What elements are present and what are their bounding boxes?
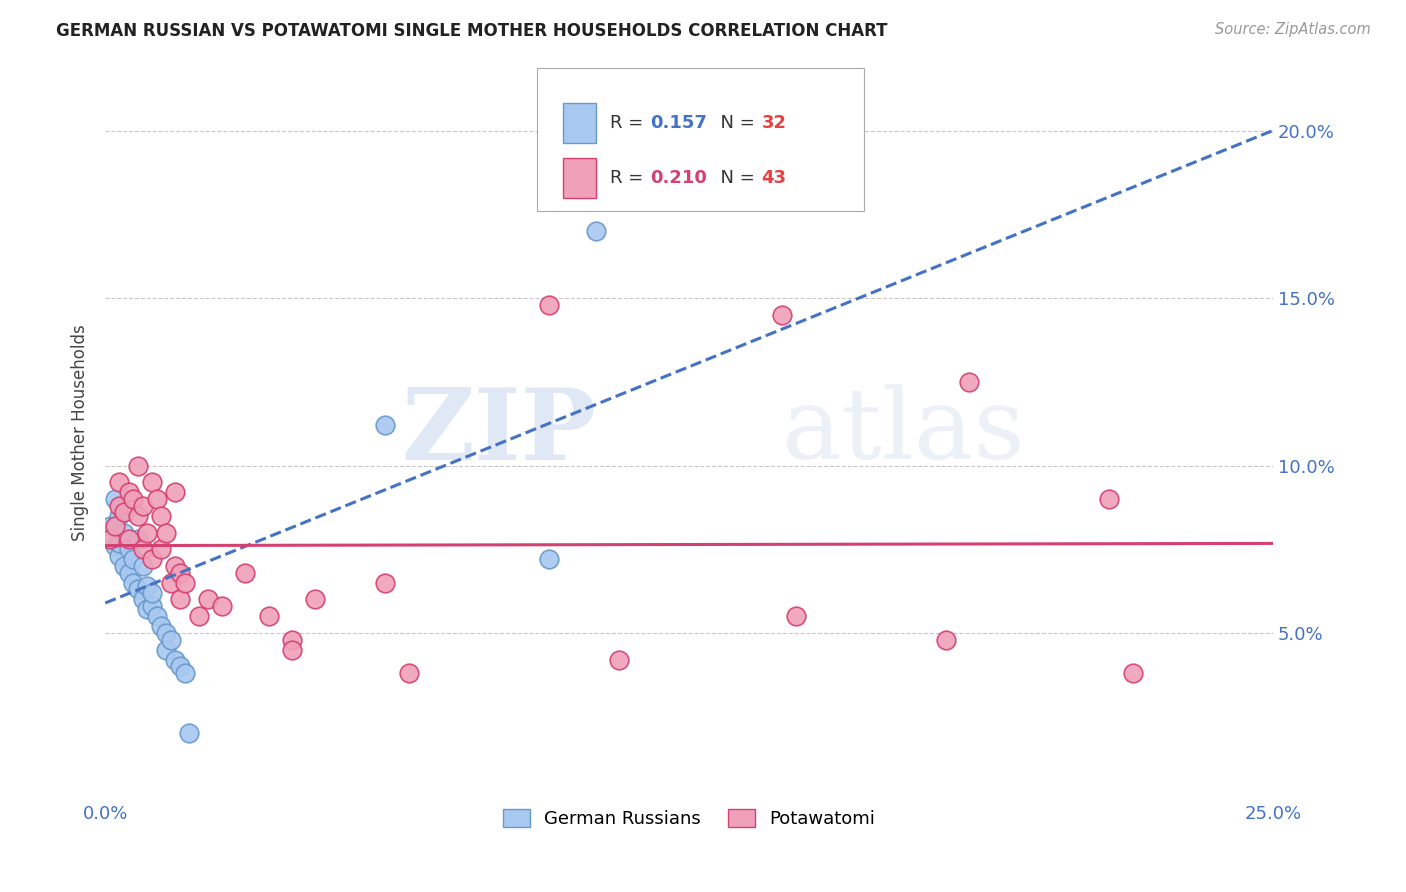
Point bbox=[122, 491, 145, 506]
Point bbox=[141, 552, 163, 566]
Point bbox=[117, 485, 139, 500]
Point bbox=[257, 609, 280, 624]
Point bbox=[131, 559, 153, 574]
Point bbox=[108, 535, 131, 549]
Point bbox=[1122, 666, 1144, 681]
Point bbox=[122, 552, 145, 566]
Point bbox=[127, 508, 149, 523]
Point bbox=[281, 632, 304, 647]
Text: 0.210: 0.210 bbox=[651, 169, 707, 187]
Text: 0.157: 0.157 bbox=[651, 114, 707, 132]
Text: R =: R = bbox=[610, 169, 648, 187]
Point bbox=[155, 626, 177, 640]
Point bbox=[108, 499, 131, 513]
Point bbox=[165, 653, 187, 667]
Point bbox=[141, 599, 163, 614]
Point bbox=[108, 549, 131, 563]
Point bbox=[165, 559, 187, 574]
Text: GERMAN RUSSIAN VS POTAWATOMI SINGLE MOTHER HOUSEHOLDS CORRELATION CHART: GERMAN RUSSIAN VS POTAWATOMI SINGLE MOTH… bbox=[56, 22, 887, 40]
Point bbox=[165, 485, 187, 500]
Y-axis label: Single Mother Households: Single Mother Households bbox=[72, 324, 89, 541]
Point bbox=[155, 525, 177, 540]
FancyBboxPatch shape bbox=[537, 68, 865, 211]
Point bbox=[131, 499, 153, 513]
Point bbox=[155, 642, 177, 657]
Point bbox=[173, 666, 195, 681]
Text: N =: N = bbox=[709, 169, 761, 187]
Point bbox=[150, 508, 173, 523]
Point bbox=[785, 609, 807, 624]
Point bbox=[117, 542, 139, 557]
FancyBboxPatch shape bbox=[562, 103, 596, 144]
Point bbox=[103, 518, 125, 533]
Point bbox=[169, 566, 191, 580]
Point bbox=[159, 632, 181, 647]
Legend: German Russians, Potawatomi: German Russians, Potawatomi bbox=[495, 802, 883, 836]
Text: Source: ZipAtlas.com: Source: ZipAtlas.com bbox=[1215, 22, 1371, 37]
Point bbox=[141, 586, 163, 600]
Point bbox=[169, 659, 191, 673]
Point bbox=[398, 666, 420, 681]
Point bbox=[122, 575, 145, 590]
Point bbox=[117, 533, 139, 547]
Point bbox=[169, 592, 191, 607]
Point bbox=[585, 224, 607, 238]
Point bbox=[127, 582, 149, 597]
Point bbox=[136, 579, 159, 593]
Point bbox=[233, 566, 256, 580]
Point bbox=[131, 592, 153, 607]
Point bbox=[179, 726, 201, 740]
Point bbox=[127, 458, 149, 473]
FancyBboxPatch shape bbox=[562, 158, 596, 198]
Text: N =: N = bbox=[709, 114, 761, 132]
Point bbox=[141, 475, 163, 490]
Point bbox=[281, 642, 304, 657]
Text: R =: R = bbox=[610, 114, 648, 132]
Text: 43: 43 bbox=[762, 169, 786, 187]
Point bbox=[187, 609, 209, 624]
Point bbox=[772, 308, 794, 322]
Point bbox=[173, 575, 195, 590]
Point bbox=[136, 525, 159, 540]
Point bbox=[145, 609, 167, 624]
Point bbox=[145, 491, 167, 506]
Point bbox=[957, 375, 980, 389]
Point bbox=[136, 602, 159, 616]
Point bbox=[127, 533, 149, 547]
Point bbox=[112, 525, 135, 540]
Text: ZIP: ZIP bbox=[401, 384, 596, 481]
Point bbox=[98, 518, 121, 533]
Point bbox=[117, 566, 139, 580]
Point bbox=[150, 619, 173, 633]
Point bbox=[98, 533, 121, 547]
Point bbox=[150, 542, 173, 557]
Point bbox=[108, 475, 131, 490]
Point bbox=[108, 508, 131, 523]
Point bbox=[112, 505, 135, 519]
Point bbox=[374, 418, 396, 433]
Text: atlas: atlas bbox=[783, 384, 1025, 480]
Point bbox=[159, 575, 181, 590]
Point bbox=[197, 592, 219, 607]
Point bbox=[607, 653, 630, 667]
Point bbox=[112, 559, 135, 574]
Point bbox=[103, 491, 125, 506]
Point bbox=[304, 592, 326, 607]
Point bbox=[131, 542, 153, 557]
Point bbox=[1098, 491, 1121, 506]
Point bbox=[935, 632, 957, 647]
Point bbox=[211, 599, 233, 614]
Text: 32: 32 bbox=[762, 114, 786, 132]
Point bbox=[537, 298, 560, 312]
Point bbox=[537, 552, 560, 566]
Point bbox=[103, 539, 125, 553]
Point bbox=[374, 575, 396, 590]
